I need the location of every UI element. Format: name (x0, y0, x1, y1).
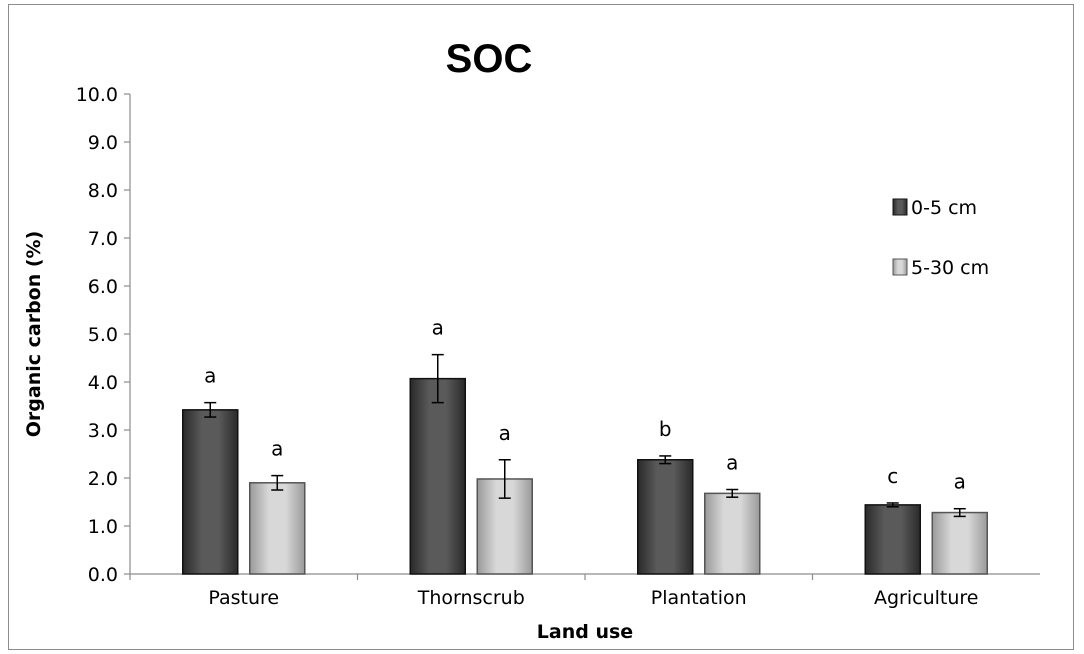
significance-label: b (659, 417, 672, 441)
y-axis-label: Organic carbon (%) (23, 231, 45, 438)
chart-title: SOC (446, 37, 533, 81)
significance-label: a (954, 470, 966, 494)
y-tick-label: 5.0 (88, 324, 118, 346)
y-tick-label: 6.0 (88, 276, 118, 298)
bar (637, 459, 694, 575)
y-tick-label: 8.0 (88, 180, 118, 202)
legend-swatch (892, 258, 908, 276)
significance-label: a (204, 364, 216, 388)
x-tick-label: Plantation (651, 587, 747, 609)
legend-label: 0-5 cm (911, 197, 977, 219)
y-tick-label: 1.0 (88, 516, 118, 538)
legend: 0-5 cm 5-30 cm (892, 197, 989, 279)
x-tick-label: Pasture (208, 587, 279, 609)
significance-label: a (726, 451, 738, 475)
y-tick-label: 3.0 (88, 420, 118, 442)
bar (931, 511, 988, 575)
significance-label: a (432, 316, 444, 340)
bar (409, 377, 466, 575)
y-tick-label: 10.0 (76, 84, 118, 106)
y-tick-label: 2.0 (88, 468, 118, 490)
y-tick-label: 9.0 (88, 132, 118, 154)
bar (182, 409, 239, 575)
bars: a a a a b a c a (182, 316, 988, 575)
x-tick-label: Thornscrub (417, 587, 525, 609)
bar (704, 492, 761, 575)
bar (864, 504, 921, 575)
significance-label: a (271, 437, 283, 461)
x-tick-label: Agriculture (874, 587, 979, 609)
legend-swatch (892, 198, 908, 216)
legend-label: 5-30 cm (911, 257, 989, 279)
y-tick-label: 4.0 (88, 372, 118, 394)
bar (249, 482, 306, 575)
y-tick-label: 7.0 (88, 228, 118, 250)
significance-label: a (499, 421, 511, 445)
x-axis-label: Land use (537, 621, 633, 643)
y-tick-label: 0.0 (88, 564, 118, 586)
significance-label: c (887, 464, 898, 488)
